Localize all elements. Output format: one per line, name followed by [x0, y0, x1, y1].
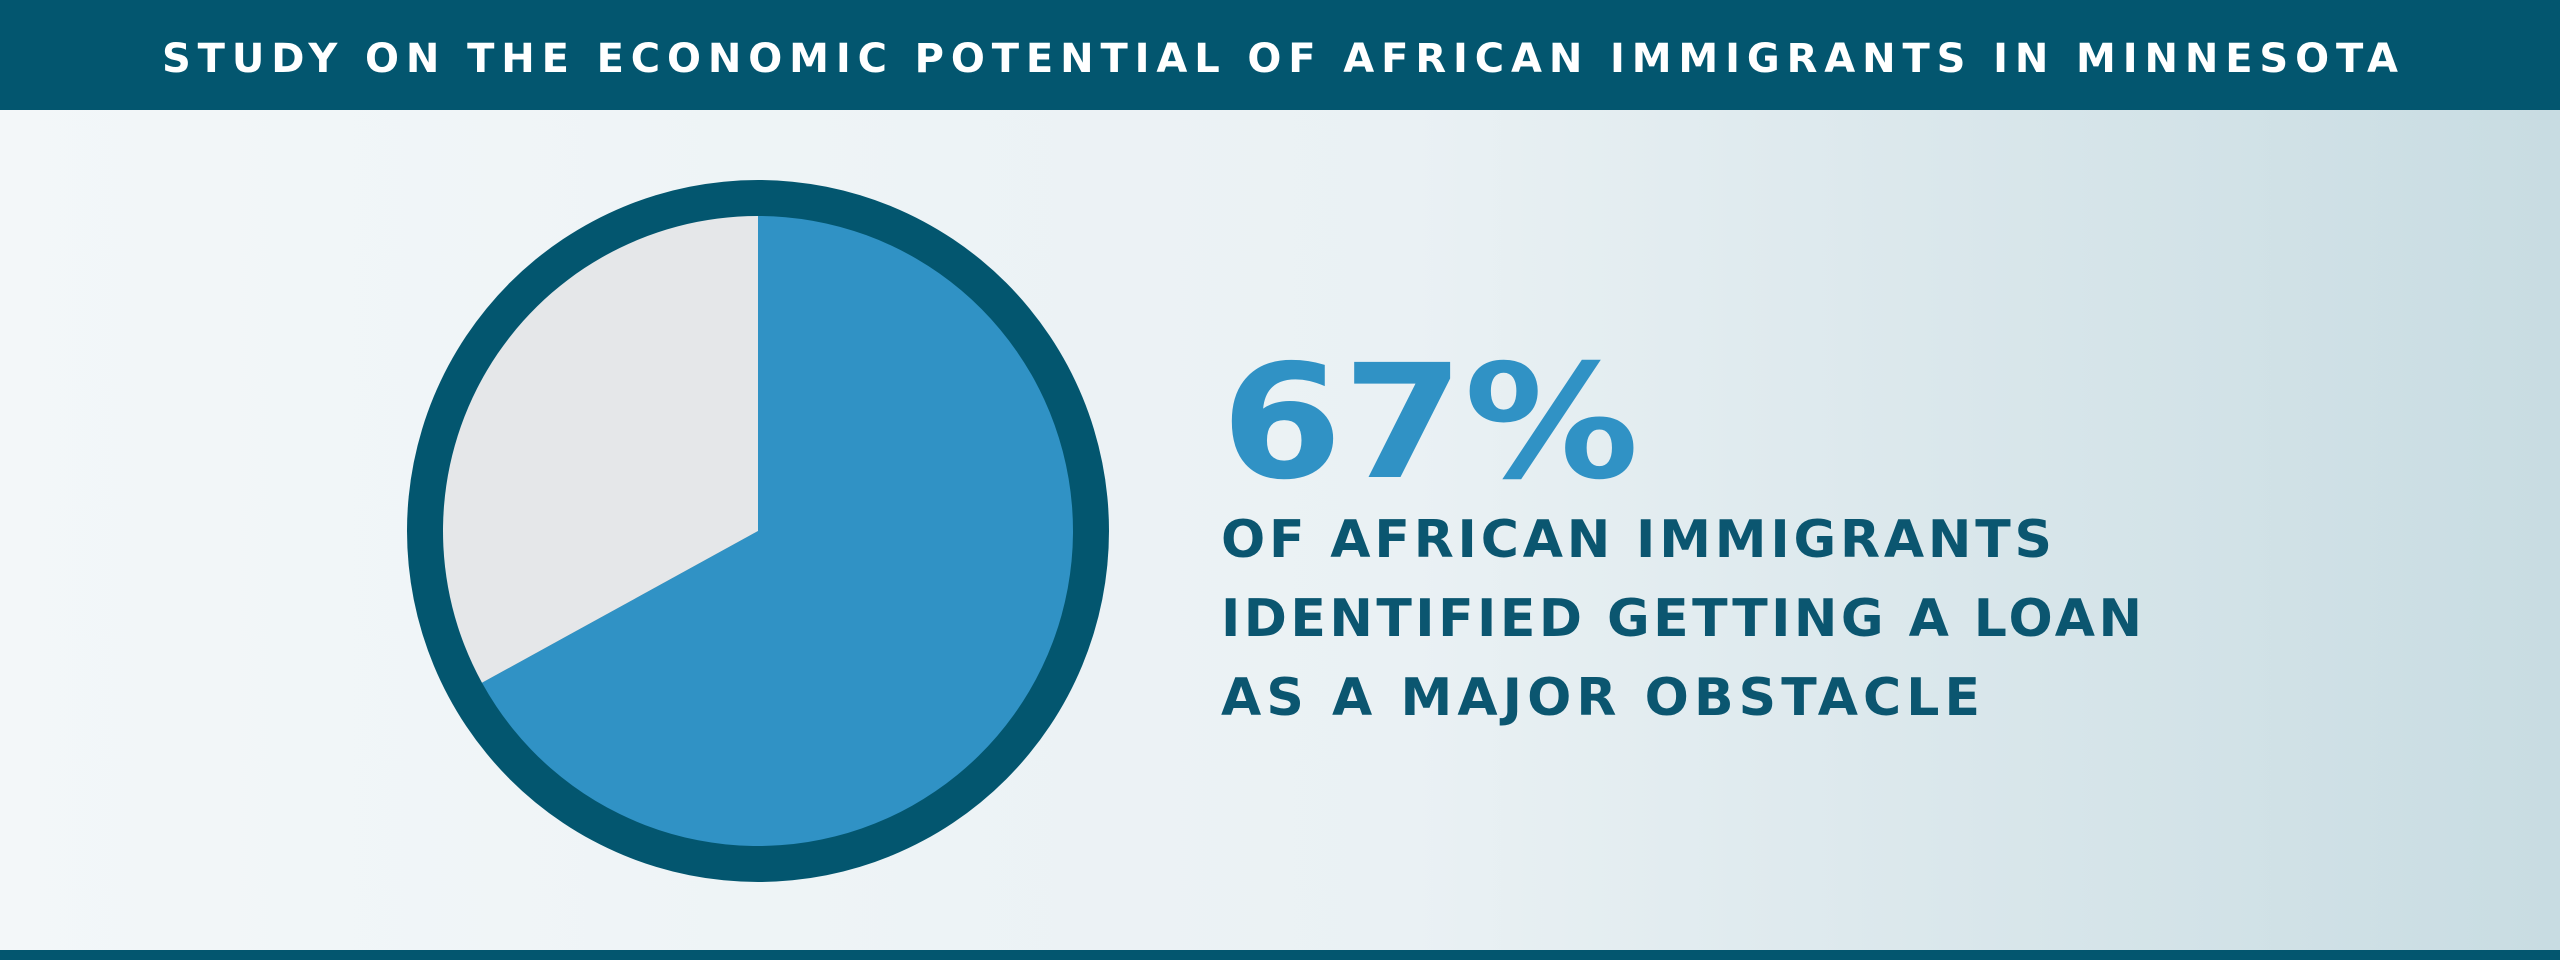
footer-band	[0, 950, 2560, 960]
pie-slice	[443, 216, 758, 683]
value-label: 67%	[1221, 331, 1639, 515]
annotation-line: IDENTIFIED GETTING A LOAN	[1221, 589, 2142, 649]
chart-title: STUDY ON THE ECONOMIC POTENTIAL OF AFRIC…	[162, 36, 2398, 82]
annotation-line: AS A MAJOR OBSTACLE	[1221, 668, 1980, 728]
pie-slice	[481, 216, 1074, 846]
header-band	[0, 0, 2560, 110]
annotation-line: OF AFRICAN IMMIGRANTS	[1221, 510, 2052, 570]
pie	[443, 216, 1074, 846]
